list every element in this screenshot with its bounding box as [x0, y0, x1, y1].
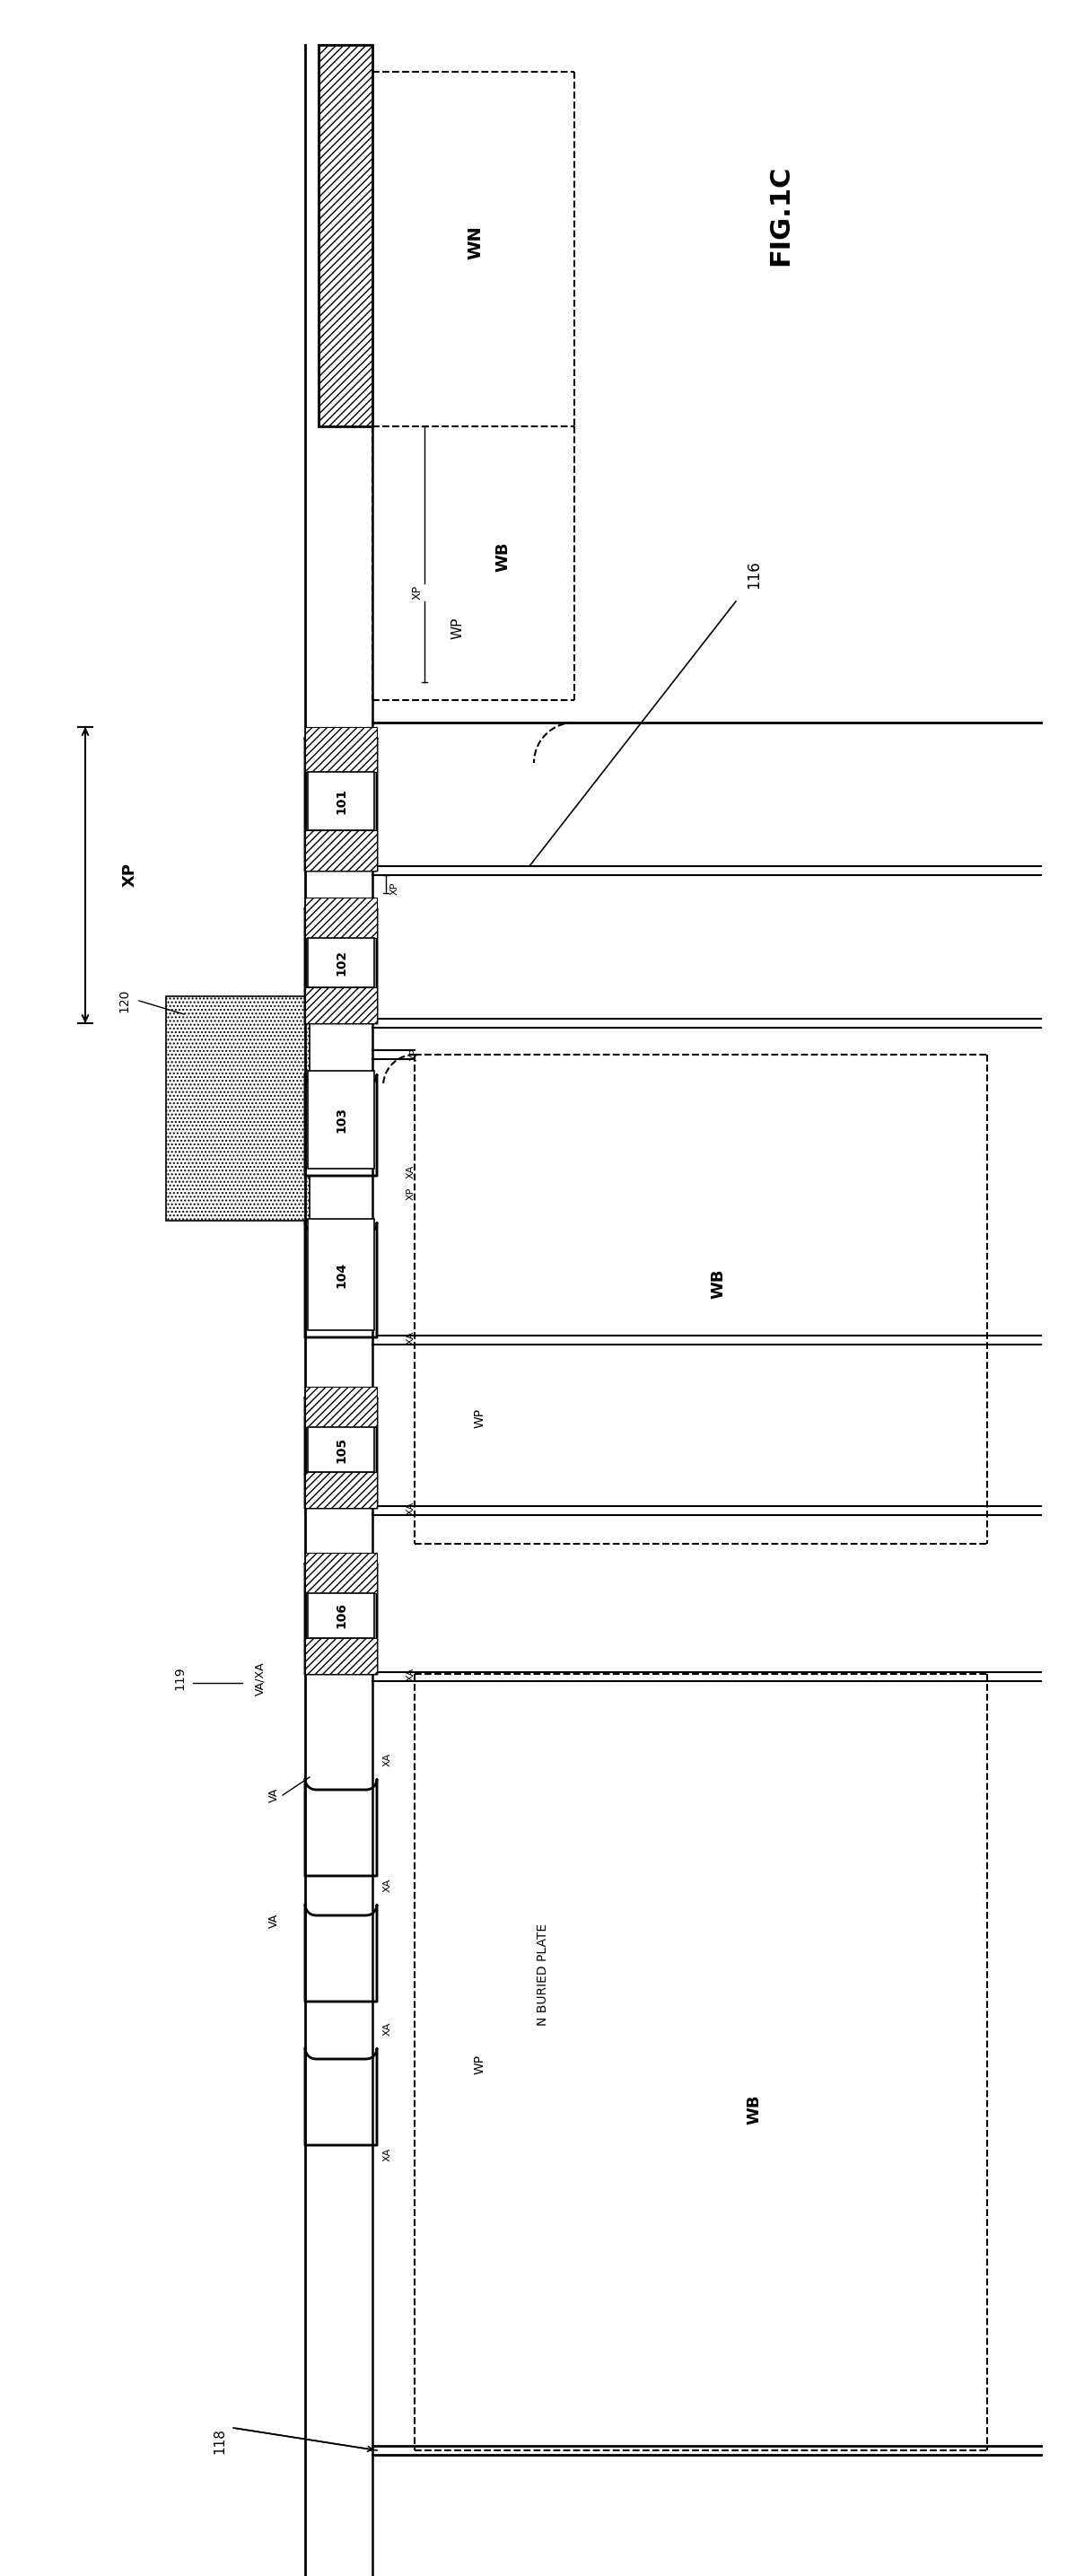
Text: 106: 106	[335, 1602, 347, 1628]
Text: 101: 101	[335, 788, 347, 814]
Text: XA: XA	[383, 1752, 393, 1767]
Bar	[166, 997, 309, 1221]
Text: WB: WB	[710, 1267, 726, 1298]
Text: WP: WP	[474, 2056, 487, 2074]
Polygon shape	[305, 1780, 377, 1875]
Bar	[307, 1218, 375, 1329]
Bar	[305, 726, 377, 773]
Text: XP: XP	[122, 863, 139, 886]
Text: WP: WP	[474, 1409, 487, 1427]
Bar	[305, 1553, 377, 1592]
Bar	[305, 1471, 377, 1507]
Text: VA/XA: VA/XA	[254, 1662, 266, 1695]
Bar	[307, 1427, 375, 1471]
Bar	[307, 938, 375, 987]
Polygon shape	[305, 909, 377, 1023]
Bar	[305, 1638, 377, 1674]
Text: N BURIED PLATE: N BURIED PLATE	[537, 1924, 550, 2025]
Text: WB: WB	[494, 541, 511, 572]
Text: XP: XP	[407, 1188, 415, 1200]
Polygon shape	[305, 1074, 377, 1175]
Text: XA: XA	[407, 1332, 415, 1345]
Text: 119: 119	[173, 1667, 186, 1690]
Text: 102: 102	[335, 948, 347, 976]
Text: 105: 105	[335, 1437, 347, 1463]
Polygon shape	[305, 737, 377, 871]
Text: XA: XA	[383, 2022, 393, 2035]
Bar	[307, 773, 375, 829]
Text: XP: XP	[410, 1048, 419, 1061]
Text: VA: VA	[268, 1914, 280, 1927]
Bar	[305, 896, 377, 938]
Text: XA: XA	[407, 1502, 415, 1515]
Text: 103: 103	[335, 1105, 347, 1133]
Polygon shape	[305, 1224, 377, 1337]
Bar	[307, 1072, 375, 1170]
Bar	[319, 44, 372, 428]
Text: WP: WP	[451, 618, 464, 639]
Text: XP: XP	[391, 881, 399, 894]
Bar	[307, 1592, 375, 1638]
Text: XA: XA	[407, 1667, 415, 1680]
Polygon shape	[305, 1399, 377, 1507]
Text: 104: 104	[335, 1262, 347, 1288]
Text: XP: XP	[412, 585, 424, 600]
Text: FIG.1C: FIG.1C	[768, 165, 794, 265]
Polygon shape	[305, 2048, 377, 2146]
Text: 120: 120	[117, 989, 130, 1012]
Bar	[305, 1386, 377, 1427]
Text: WB: WB	[746, 2094, 762, 2125]
Text: XA: XA	[383, 1878, 393, 1891]
Polygon shape	[305, 1564, 377, 1674]
Text: WN: WN	[467, 227, 484, 260]
Text: 116: 116	[746, 559, 762, 590]
Text: XA: XA	[383, 2148, 393, 2161]
Bar	[305, 829, 377, 871]
Polygon shape	[305, 1904, 377, 2002]
Text: VA: VA	[268, 1788, 280, 1803]
Text: XA: XA	[407, 1164, 415, 1177]
Bar	[305, 987, 377, 1023]
Text: 118: 118	[213, 2429, 226, 2455]
